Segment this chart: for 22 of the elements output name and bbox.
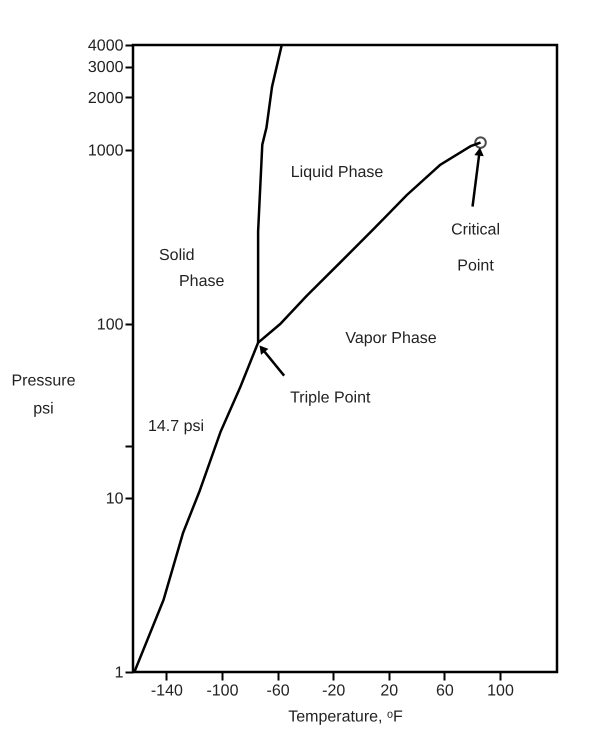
- x-tick-label: -60: [266, 682, 290, 700]
- y-tick-label: 1: [114, 664, 124, 682]
- x-tick-label: -140: [150, 682, 183, 700]
- y-axis-title: Pressure psi: [11, 372, 76, 418]
- annotation: Solid Phase: [159, 247, 224, 290]
- annotation: 14.7 psi: [148, 418, 204, 435]
- annotation: Liquid Phase: [290, 164, 384, 181]
- x-tick-label: 100: [487, 682, 514, 700]
- y-tick-label: 1000: [88, 142, 124, 160]
- x-axis-title: Temperature, ᵒF: [288, 708, 403, 726]
- y-tick-label: 100: [96, 316, 124, 334]
- annotation: Triple Point: [290, 390, 371, 407]
- y-tick-label: 10: [106, 490, 124, 508]
- y-tick-label: 2000: [88, 90, 124, 107]
- x-tick-label: 20: [380, 682, 398, 700]
- annotation: Critical Point: [451, 222, 500, 275]
- y-tick-label: 3000: [88, 59, 124, 76]
- y-tick-label: 4000: [88, 38, 124, 54]
- annotation: Vapor Phase: [345, 330, 437, 347]
- x-tick-label: -20: [322, 682, 346, 700]
- x-tick-label: 60: [436, 682, 454, 700]
- x-tick-label: -100: [206, 682, 239, 700]
